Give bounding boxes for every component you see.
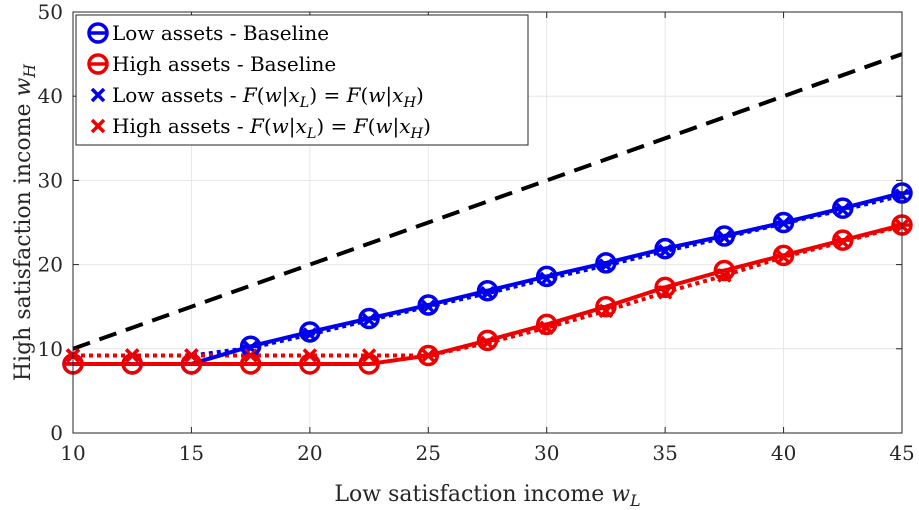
series-1-point [358,353,380,375]
reference-line-layer [72,52,903,351]
series-0-point [595,252,617,274]
legend-item: High assets - F(w|xL) = F(w|xH) [90,114,431,142]
y-tick-label: 0 [50,421,63,445]
series-1-point [476,329,499,352]
legend-item: High assets - Baseline [87,52,336,76]
legend-marker [90,118,106,134]
series-layer [62,182,913,375]
legend-box [75,14,529,146]
legend-label: High assets - F(w|xL) = F(w|xH) [112,114,431,142]
legend-item: Low assets - F(w|xL) = F(w|xH) [90,83,424,111]
y-tick-label: 30 [38,168,63,192]
series-1-point [535,313,558,336]
reference-line-45-degree [72,52,903,351]
x-tick-label: 20 [297,441,322,465]
series-1-point [832,229,854,251]
x-tick-label: 35 [652,441,677,465]
x-tick-label: 25 [416,441,441,465]
series-0-point [358,307,380,330]
series-1-point [772,244,795,267]
series-1-point [417,344,440,367]
legend-item: Low assets - Baseline [87,21,329,45]
x-tick-label: 30 [534,441,559,465]
y-axis-label: High satisfaction income wH [11,63,39,381]
y-tick-label: 50 [38,0,63,24]
x-tick-label: 45 [889,441,914,465]
series-1-point [299,353,321,375]
series-1-point [595,295,617,318]
x-tick-label: 15 [179,441,204,465]
series-0-point [654,237,676,260]
plot-frame [72,11,903,434]
legend-label: Low assets - Baseline [112,21,329,45]
series-1-point [239,353,262,375]
legend-marker [87,22,109,44]
x-tick-label: 40 [771,441,796,465]
legend-marker [90,87,106,103]
legend-marker [87,53,109,75]
y-tick-label: 40 [38,84,63,108]
series-0-point [535,265,558,288]
x-axis-label: Low satisfaction income wL [334,482,640,510]
series-1-point [121,353,143,375]
series-0-point [832,197,854,219]
series-0-point [713,225,736,247]
series-1-point [654,276,676,299]
legend: Low assets - Baseline High assets - Basel… [75,14,529,146]
series-line-3 [73,223,903,358]
x-tick-label: 10 [60,441,85,465]
y-tick-label: 10 [38,337,63,361]
series-1-point [180,353,203,375]
series-0-point [239,335,262,358]
series-0-point [417,294,440,316]
series-0-point [772,211,795,234]
series-1-point [713,259,736,282]
y-tick-label: 20 [38,253,63,277]
legend-label: High assets - Baseline [112,52,336,76]
series-0-point [476,279,499,302]
legend-label: Low assets - F(w|xL) = F(w|xH) [112,83,424,111]
series-0-point [299,321,321,343]
